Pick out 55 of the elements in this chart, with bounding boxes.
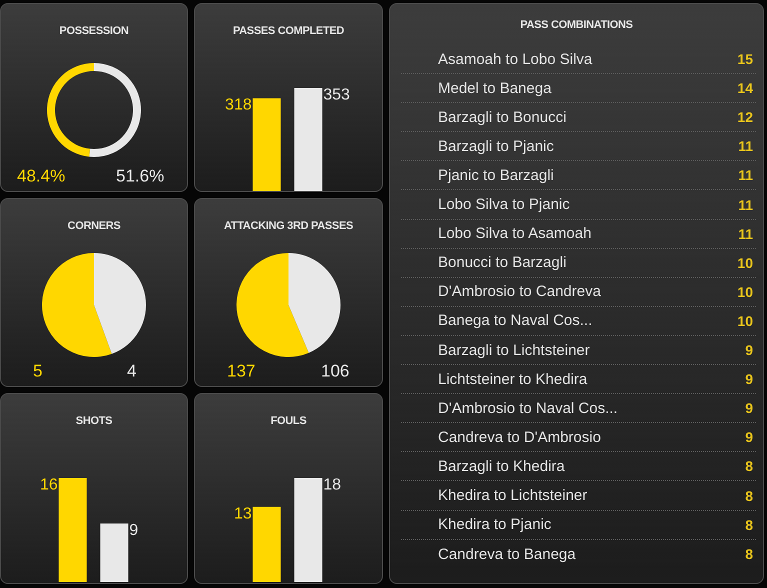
data-label: 8 [745,546,753,562]
category-label: Barzagli to Khedira [438,458,565,475]
data-label: 12 [737,109,753,126]
data-label: 13 [234,505,252,522]
data-label: 8 [745,458,753,474]
category-label: Barzagli to Lichtsteiner [438,342,590,358]
chart-title: POSSESSION [58,24,130,38]
data-label: 16 [40,476,58,494]
data-label: 15 [737,51,753,67]
category-label: Medel to Banega [438,80,552,97]
data-label: 9 [745,342,753,358]
data-label: 318 [225,96,252,114]
category-label: Asamoah to Lobo Silva [438,50,592,68]
text: PASS COMBINATIONS [519,18,634,32]
data-label: 14 [737,80,753,96]
chart-title: FOULS [270,414,308,428]
category-label: Candreva to D'Ambrosio [438,428,601,446]
category-label: Candreva to Banega [438,546,576,563]
data-label: 106 [321,362,350,380]
data-label: 18 [323,476,342,494]
chart-title: ATTACKING 3RD PASSES [222,219,354,233]
category-label: D'Ambrosio to Candreva [438,283,601,300]
data-label: 9 [745,429,753,446]
category-label: Bonucci to Barzagli [438,254,566,272]
data-label: 353 [323,86,350,104]
chart-title: PASSES COMPLETED [232,24,346,38]
data-label: 51.6% [116,166,164,186]
data-label: 5 [33,362,42,380]
chart-title: CORNERS [66,219,122,233]
category-label: Khedira to Pjanic [438,516,552,534]
data-label: 10 [737,284,753,300]
data-label: 4 [127,362,136,380]
data-label: 11 [738,196,753,212]
data-label: 8 [745,488,753,504]
data-label: 11 [738,226,753,242]
category-label: Lobo Silva to Pjanic [438,196,570,213]
data-label: 137 [227,362,256,380]
category-label: Barzagli to Bonucci [438,108,566,126]
data-label: 9 [745,371,753,388]
category-label: Khedira to Lichtsteiner [438,487,588,504]
data-label: 11 [738,167,753,184]
category-label: Lobo Silva to Asamoah [438,225,592,242]
chart-title: SHOTS [74,414,114,428]
data-label: 8 [745,516,753,533]
data-label: 9 [745,400,753,416]
category-label: Lichtsteiner to Khedira [438,370,588,388]
category-label: D'Ambrosio to Naval Cos... [438,400,618,417]
data-label: 11 [738,138,753,154]
category-label: Pjanic to Barzagli [438,166,554,184]
data-label: 10 [737,312,753,329]
data-label: 9 [129,522,138,539]
data-label: 48.4% [17,166,66,186]
category-label: Banega to Naval Cos... [438,312,592,330]
category-label: Barzagli to Pjanic [438,138,554,155]
data-label: 10 [737,254,753,271]
